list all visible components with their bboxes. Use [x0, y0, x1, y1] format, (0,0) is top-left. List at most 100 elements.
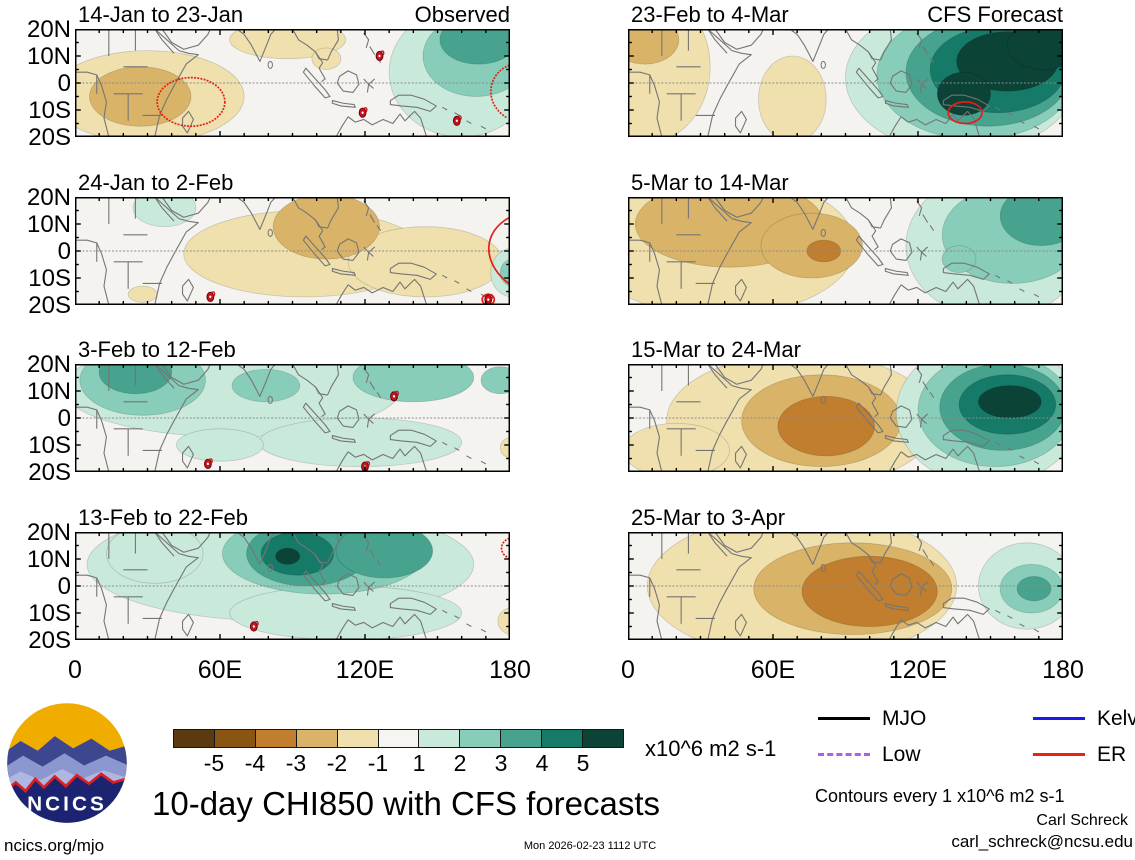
y-tick-label: 10N	[26, 43, 71, 70]
map-panel: 23-Feb to 4-Mar CFS Forecast	[628, 4, 1063, 137]
colorbar-tick-label: 2	[453, 750, 467, 776]
y-tick-label: 20S	[28, 292, 71, 319]
storm-symbol	[376, 51, 384, 61]
colorbar-tick-label: -4	[244, 750, 266, 776]
legend-line-sample	[818, 752, 870, 756]
colorbar-segment	[213, 729, 256, 748]
colorbar-tick-label: -2	[326, 750, 348, 776]
legend-label: Kelvin x2	[1097, 706, 1135, 730]
y-tick-label: 20N	[26, 519, 71, 546]
map-canvas	[628, 29, 1063, 137]
panel-badge: CFS Forecast	[927, 2, 1063, 27]
figure-title: 10-day CHI850 with CFS forecasts	[152, 785, 661, 822]
colorbar-segment	[295, 729, 338, 748]
y-tick-label: 20N	[26, 16, 71, 43]
panel-date-range: 23-Feb to 4-Mar	[631, 2, 789, 27]
legend-label: ER	[1097, 742, 1127, 766]
y-tick-label: 10S	[28, 265, 71, 292]
y-tick-label: 0	[57, 70, 71, 97]
map-canvas	[75, 29, 510, 137]
storm-symbol	[453, 116, 461, 126]
legend-label: MJO	[882, 706, 927, 730]
colorbar-segment	[582, 729, 624, 748]
ncics-logo: NCICS	[7, 703, 127, 823]
map-canvas	[628, 532, 1063, 640]
legend-item: Low	[818, 742, 1033, 766]
colorbar-tick-label: 5	[576, 750, 590, 776]
site-url: ncics.org/mjo	[4, 836, 105, 855]
y-tick-label: 20N	[26, 351, 71, 378]
panel-date-range: 25-Mar to 3-Apr	[631, 505, 786, 530]
y-tick-label: 0	[57, 573, 71, 600]
author-email: carl_schreck@ncsu.edu	[951, 832, 1133, 851]
map-canvas	[75, 364, 510, 472]
colorbar-segment	[254, 729, 297, 748]
colorbar-segment	[377, 729, 420, 748]
y-tick-label: 10S	[28, 432, 71, 459]
colorbar	[173, 729, 624, 748]
colorbar-tick-label: 4	[535, 750, 549, 776]
x-tick-label: 60E	[750, 656, 796, 684]
map-canvas	[75, 197, 510, 305]
x-tick-label: 60E	[197, 656, 243, 684]
colorbar-segment	[459, 729, 502, 748]
y-tick-label: 10S	[28, 600, 71, 627]
colorbar-tick-label: 3	[494, 750, 508, 776]
map-canvas	[628, 364, 1063, 472]
legend-line-sample	[1033, 716, 1085, 720]
legend-item: Kelvin x2	[1033, 706, 1135, 730]
wave-legend: MJO Kelvin x2 Low ER	[818, 706, 1135, 766]
panel-badge: Observed	[414, 2, 510, 27]
storm-symbol	[207, 292, 215, 302]
colorbar-segment	[541, 729, 584, 748]
x-tick-label: 0	[621, 656, 635, 684]
logo-ridge-line	[7, 772, 127, 796]
legend-label: Low	[882, 742, 921, 766]
y-tick-label: 10N	[26, 211, 71, 238]
colorbar-tick-label: 1	[412, 750, 426, 776]
map-panel: 13-Feb to 22-Feb	[75, 507, 510, 640]
timestamp: Mon 2026-02-23 1112 UTC	[523, 840, 657, 852]
panel-date-range: 24-Jan to 2-Feb	[78, 170, 234, 195]
map-panel: 14-Jan to 23-Jan Observed	[75, 4, 510, 137]
map-panel: 5-Mar to 14-Mar	[628, 172, 1063, 305]
panel-date-range: 5-Mar to 14-Mar	[631, 170, 789, 195]
y-tick-label: 10S	[28, 97, 71, 124]
colorbar-segment	[336, 729, 379, 748]
y-tick-label: 20S	[28, 627, 71, 654]
x-tick-label: 0	[68, 656, 82, 684]
storm-symbol	[250, 622, 258, 632]
y-tick-label: 10N	[26, 378, 71, 405]
panel-date-range: 15-Mar to 24-Mar	[631, 337, 801, 362]
author-credit: Carl Schreck	[1036, 812, 1128, 829]
y-tick-label: 0	[57, 405, 71, 432]
colorbar-tick-label: -3	[285, 750, 307, 776]
legend-item: ER	[1033, 742, 1135, 766]
storm-symbol	[359, 108, 367, 118]
storm-symbol	[391, 391, 399, 401]
storm-symbol	[205, 459, 213, 469]
logo-text: NCICS	[27, 793, 107, 816]
colorbar-tick-label: -5	[203, 750, 225, 776]
contours-note: Contours every 1 x10^6 m2 s-1	[815, 786, 1065, 806]
panel-date-range: 3-Feb to 12-Feb	[78, 337, 236, 362]
colorbar-segment	[500, 729, 543, 748]
x-tick-label: 120E	[888, 656, 948, 684]
colorbar-segment	[418, 729, 461, 748]
x-tick-label: 180	[489, 656, 531, 684]
storm-symbol	[362, 462, 370, 472]
map-panel: 24-Jan to 2-Feb	[75, 172, 510, 305]
panel-date-range: 14-Jan to 23-Jan	[78, 2, 244, 27]
legend-line-sample	[818, 716, 870, 720]
map-canvas	[75, 532, 510, 640]
y-tick-label: 20S	[28, 459, 71, 486]
y-tick-label: 20S	[28, 124, 71, 151]
colorbar-units: x10^6 m2 s-1	[645, 736, 777, 761]
x-tick-label: 120E	[335, 656, 395, 684]
y-tick-label: 20N	[26, 184, 71, 211]
legend-item: MJO	[818, 706, 1033, 730]
y-tick-label: 0	[57, 238, 71, 265]
map-canvas	[628, 197, 1063, 305]
legend-line-sample	[1033, 752, 1085, 756]
